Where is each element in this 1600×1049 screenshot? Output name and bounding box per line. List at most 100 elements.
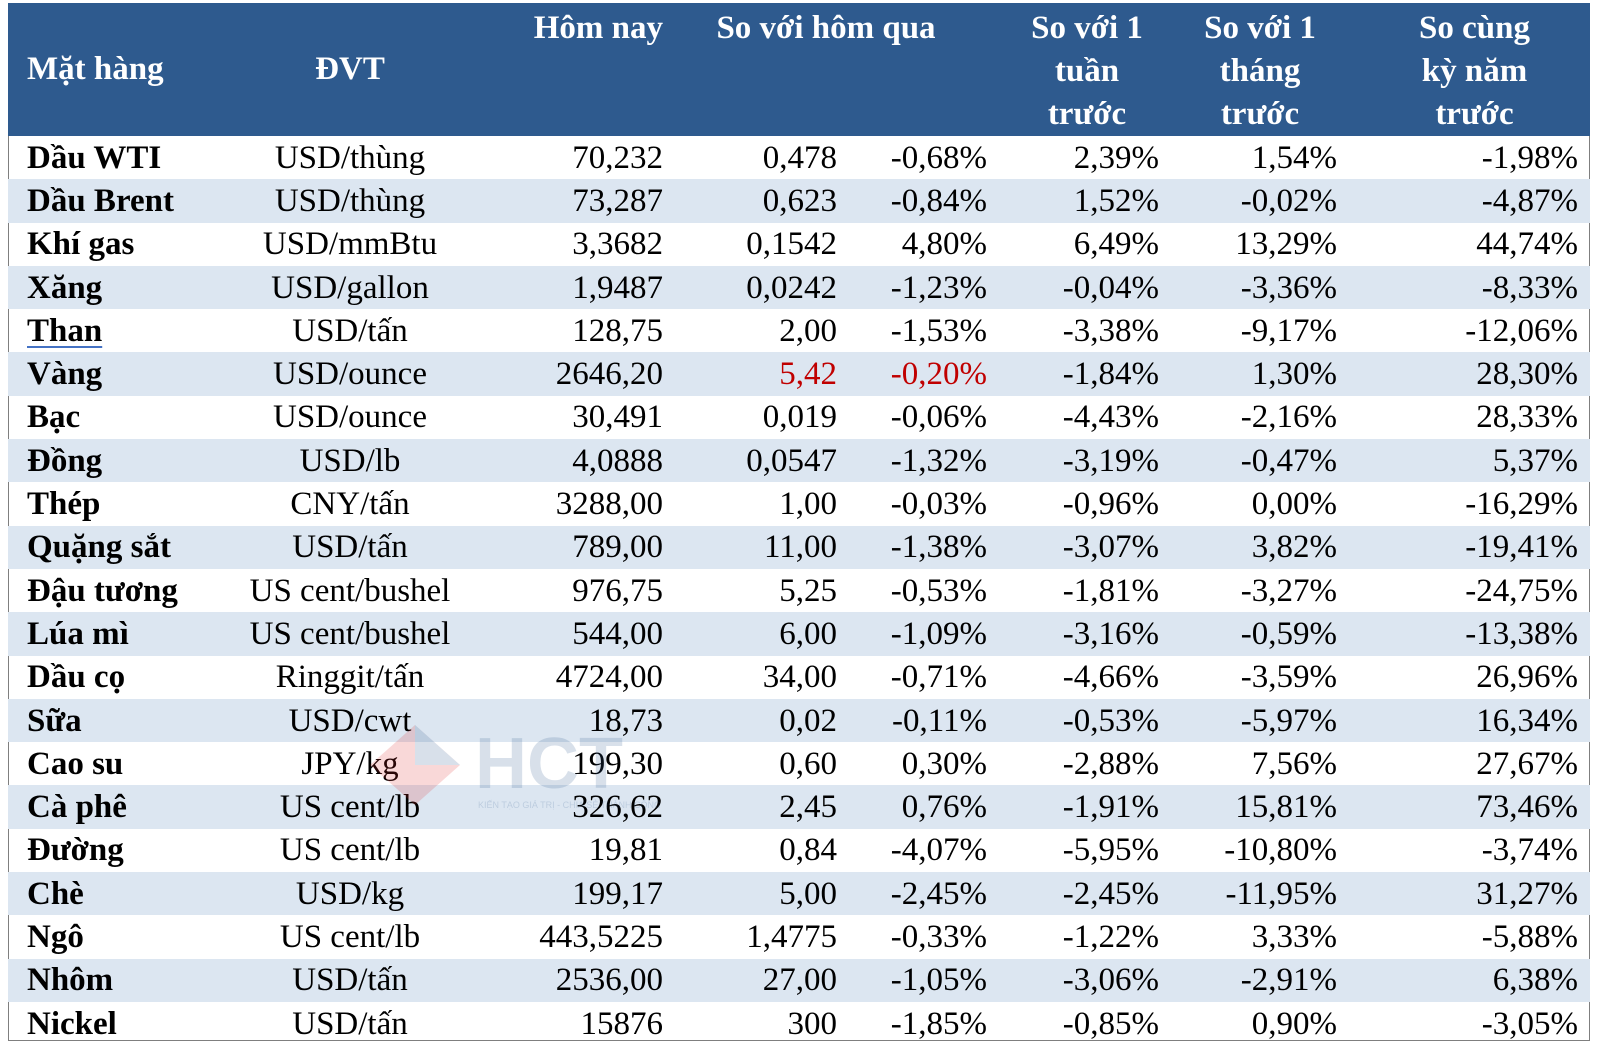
row-today-value: 15876 [580,1005,664,1042]
header-item: Mặt hàng [27,51,164,87]
row-today-value: 976,75 [572,572,663,609]
row-change-value: 1,4775 [746,918,837,955]
header-vs-year-line1: So cùng [1419,10,1530,46]
row-week-percent: -3,38% [1062,312,1159,349]
row-change-value: 1,00 [779,486,837,523]
row-week-percent: 1,52% [1073,182,1159,219]
row-today-value: 3288,00 [555,486,663,523]
table-row: Cà phê US cent/lb 326,62 2,45 0,76% -1,91% 15,… [8,785,1590,829]
row-change-value: 2,45 [779,789,837,826]
header-vs-year-line2: kỳ năm [1421,53,1528,89]
row-month-percent: -10,80% [1224,832,1337,869]
row-change-value: 0,02 [779,702,837,739]
row-week-percent: -1,81% [1062,572,1159,609]
row-item-name: Khí gas [27,226,135,263]
row-change-percent: -0,71% [890,659,987,696]
row-week-percent: -1,91% [1062,789,1159,826]
header-vs-week: So với 1 tuần trước [1001,3,1173,136]
header-vs-year-line3: trước [1435,96,1514,132]
row-month-percent: 0,90% [1251,1005,1337,1042]
row-change-percent: -1,85% [890,1005,987,1042]
row-unit: US cent/lb [279,789,421,826]
row-today-value: 544,00 [572,615,663,652]
row-unit: USD/cwt [288,702,412,739]
row-change-percent: -0,06% [890,399,987,436]
header-vs-month: So với 1 tháng trước [1173,3,1347,136]
row-change-percent: -1,32% [890,442,987,479]
row-unit: USD/tấn [292,529,408,566]
row-change-value: 0,84 [779,832,837,869]
row-unit: USD/mmBtu [262,226,438,263]
header-unit: ĐVT [315,51,385,87]
row-month-percent: 1,54% [1251,139,1337,176]
row-month-percent: 15,81% [1235,789,1337,826]
table-frame [8,3,1590,1041]
row-change-percent: 4,80% [901,226,987,263]
row-item-name: Nickel [27,1005,117,1042]
row-change-value: 0,623 [762,182,837,219]
row-today-value: 2536,00 [555,962,663,999]
row-unit: US cent/bushel [249,572,451,609]
row-item-name: Dầu WTI [27,139,162,176]
row-month-percent: -5,97% [1240,702,1337,739]
row-unit: Ringgit/tấn [275,659,425,696]
row-item-name: Đồng [27,442,103,479]
row-unit: US cent/lb [279,918,421,955]
row-week-percent: -4,66% [1062,659,1159,696]
row-today-value: 326,62 [572,789,663,826]
row-today-value: 4,0888 [572,442,663,479]
row-change-percent: -4,07% [890,832,987,869]
row-year-percent: -24,75% [1465,572,1578,609]
row-change-percent: -1,53% [890,312,987,349]
row-month-percent: -3,59% [1240,659,1337,696]
row-change-percent: -0,68% [890,139,987,176]
table-row: Bạc USD/ounce 30,491 0,019 -0,06% -4,43% -2,16… [8,396,1590,439]
header-vs-year: So cùng kỳ năm trước [1347,3,1590,136]
row-year-percent: -1,98% [1481,139,1578,176]
row-change-percent: 0,30% [901,745,987,782]
table-row: Than USD/tấn 128,75 2,00 -1,53% -3,38% -9,17% -… [8,309,1590,352]
row-month-percent: 1,30% [1251,356,1337,393]
row-change-percent: -0,03% [890,486,987,523]
header-vs-month-line1: So với 1 [1204,10,1316,46]
row-month-percent: -9,17% [1240,312,1337,349]
row-year-percent: 27,67% [1476,745,1578,782]
row-week-percent: -3,16% [1062,615,1159,652]
table-row: Vàng USD/ounce 2646,20 5,42 -0,20% -1,84% 1,30… [8,352,1590,396]
row-item-name: Vàng [27,356,103,393]
row-item-name: Than [27,312,103,349]
row-unit: USD/thùng [274,139,426,176]
table-row: Quặng sắt USD/tấn 789,00 11,00 -1,38% -3,07% 3… [8,525,1590,569]
row-week-percent: -3,07% [1062,529,1159,566]
table-row: Lúa mì US cent/bushel 544,00 6,00 -1,09% -3,1… [8,612,1590,656]
row-unit: JPY/kg [301,745,399,782]
row-week-percent: -2,88% [1062,745,1159,782]
row-week-percent: -1,22% [1062,918,1159,955]
row-today-value: 70,232 [572,139,663,176]
row-item-name: Sữa [27,702,82,739]
row-year-percent: 5,37% [1492,442,1578,479]
row-today-value: 789,00 [572,529,663,566]
row-year-percent: -12,06% [1465,312,1578,349]
row-year-percent: 44,74% [1476,226,1578,263]
row-week-percent: 6,49% [1073,226,1159,263]
row-today-value: 199,17 [572,875,663,912]
row-change-value: 0,60 [779,745,837,782]
row-month-percent: -0,02% [1240,182,1337,219]
row-month-percent: -0,59% [1240,615,1337,652]
row-today-value: 19,81 [588,832,663,869]
row-change-value: 27,00 [762,962,837,999]
row-week-percent: -2,45% [1062,875,1159,912]
table-row: Dầu WTI USD/thùng 70,232 0,478 -0,68% 2,39% 1,… [8,136,1590,179]
row-item-name: Đường [27,832,124,869]
row-unit: USD/ounce [273,399,427,436]
row-year-percent: 73,46% [1476,789,1578,826]
row-change-value: 34,00 [762,659,837,696]
table-row: Sữa USD/cwt 18,73 0,02 -0,11% -0,53% -5,97% 16,… [8,698,1590,743]
table-row: Đậu tương US cent/bushel 976,75 5,25 -0,53% -… [8,569,1590,612]
row-month-percent: 7,56% [1251,745,1337,782]
header-vs-month-line2: tháng [1219,53,1301,89]
row-change-value: 11,00 [763,529,837,566]
row-change-percent: -0,33% [890,918,987,955]
row-year-percent: 31,27% [1476,875,1578,912]
